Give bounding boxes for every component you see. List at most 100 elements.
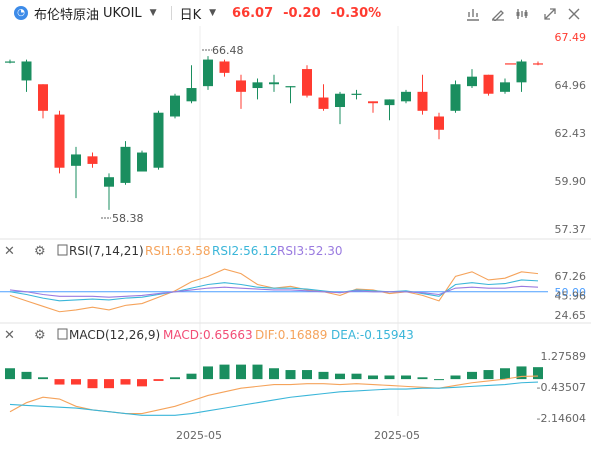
rsi-title: RSI(7,14,21) [69, 244, 144, 258]
candle-body [285, 86, 296, 88]
candle-body [351, 93, 362, 95]
macd-histogram-bar [87, 379, 98, 389]
price-tick-label: 64.96 [555, 79, 587, 92]
rsi-tick-label: 67.26 [555, 270, 587, 283]
candle-body [252, 82, 263, 89]
dea-value: DEA:-0.15943 [331, 328, 414, 342]
macd-series [5, 364, 543, 416]
macd-tick-label: -0.43507 [537, 381, 586, 394]
macd-histogram-bar [203, 366, 213, 380]
candle-body [186, 88, 197, 102]
candle-body [533, 63, 543, 65]
indicator-toggle-icon[interactable] [57, 244, 68, 256]
hide-indicator-icon[interactable]: ✕ [4, 328, 15, 343]
settings-gear-icon[interactable]: ⚙ [34, 244, 46, 259]
macd-histogram-bar [21, 371, 32, 380]
price-tick-label: 62.43 [555, 127, 587, 140]
low-annotation: 58.38 [101, 212, 144, 225]
macd-histogram-bar [219, 364, 230, 380]
candlestick-series [5, 56, 543, 210]
dif-value: DIF:0.16889 [255, 328, 327, 342]
macd-histogram-bar [351, 373, 362, 380]
candle-body [384, 99, 395, 106]
candle-body [450, 84, 461, 111]
macd-histogram-bar [71, 379, 81, 385]
candle-body [21, 61, 32, 81]
candle-body [434, 116, 444, 130]
macd-histogram-bar [467, 371, 477, 380]
price-tick-label: 57.37 [555, 223, 587, 236]
x-tick-label: 2025-05 [176, 429, 222, 442]
rsi-tick-label: 45.96 [555, 289, 587, 302]
last-price: 66.07 [232, 5, 274, 21]
macd-histogram-bar [170, 377, 180, 380]
candle-body [417, 91, 428, 111]
macd-histogram-bar [5, 368, 15, 380]
price-axis: 67.49 64.96 62.43 59.90 57.37 [505, 31, 586, 236]
macd-histogram-bar [54, 379, 65, 385]
macd-histogram-bar [186, 373, 197, 380]
macd-histogram-bar [483, 370, 494, 380]
chart-type-icon[interactable] [465, 6, 481, 22]
macd-histogram-bar [236, 364, 246, 380]
macd-histogram-bar [533, 367, 543, 380]
indicator-icon[interactable] [514, 6, 530, 22]
candle-body [269, 82, 279, 85]
macd-histogram-bar [120, 379, 131, 385]
grid-lines [199, 26, 399, 416]
oil-logo-icon: ◔ [14, 6, 28, 20]
candle-body [120, 146, 131, 183]
rsi-line-rsi2 [9, 279, 539, 302]
candle-body [467, 76, 477, 87]
macd-histogram-bar [434, 379, 444, 381]
low-label: 58.38 [112, 212, 144, 225]
candle-body [335, 93, 345, 108]
settings-gear-icon[interactable]: ⚙ [34, 328, 46, 343]
rsi-tick-label: 24.65 [555, 309, 587, 322]
candle-body [368, 101, 378, 104]
candle-body [302, 69, 312, 96]
rsi2-value: RSI2:56.12 [212, 244, 278, 258]
price-change-percent: -0.30% [330, 5, 382, 21]
macd-histogram-bar [38, 377, 48, 380]
candle-body [71, 154, 81, 166]
candle-body [153, 112, 164, 168]
hide-indicator-icon[interactable]: ✕ [4, 244, 15, 259]
candle-body [54, 114, 65, 168]
rsi3-value: RSI3:52.30 [277, 244, 343, 258]
rsi-series [0, 268, 548, 313]
candle-body [500, 82, 510, 92]
divider [170, 6, 172, 20]
expand-icon[interactable] [542, 6, 558, 22]
macd-histogram-bar [153, 379, 164, 381]
high-label: 66.48 [212, 44, 244, 57]
x-tick-label: 2025-05 [374, 429, 420, 442]
candle-body [318, 97, 329, 109]
macd-histogram-bar [318, 371, 329, 380]
indicator-toggle-icon[interactable] [57, 328, 68, 340]
close-icon[interactable] [566, 6, 582, 22]
high-annotation: 66.48 [202, 44, 244, 57]
macd-histogram-bar [104, 379, 114, 389]
rsi1-value: RSI1:63.58 [145, 244, 211, 258]
candle-body [170, 95, 180, 117]
time-axis: 2025-05 2025-05 [176, 429, 420, 442]
macd-value: MACD:0.65663 [163, 328, 253, 342]
macd-tick-label: -2.14604 [537, 412, 586, 425]
macd-histogram-bar [137, 379, 147, 387]
chart-canvas[interactable]: 67.49 64.96 62.43 59.90 57.37 66.48 58.38 ✕ … [0, 26, 591, 450]
period-selector[interactable]: 日K [179, 7, 202, 23]
macd-histogram-bar [516, 366, 527, 380]
macd-tick-label: 1.27589 [541, 350, 587, 363]
symbol-name[interactable]: 布伦特原油 [34, 7, 100, 23]
macd-histogram-bar [417, 377, 428, 380]
macd-histogram-bar [401, 375, 411, 380]
candle-body [236, 80, 246, 92]
macd-histogram-bar [335, 373, 345, 380]
symbol-code[interactable]: UKOIL [103, 5, 142, 21]
period-dropdown-icon[interactable]: ▼ [209, 8, 217, 18]
draw-icon[interactable] [490, 6, 506, 22]
symbol-dropdown-icon[interactable]: ▼ [149, 8, 157, 18]
macd-histogram-bar [500, 368, 510, 380]
